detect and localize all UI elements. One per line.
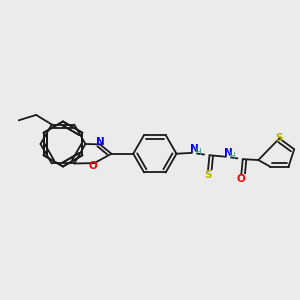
Text: N: N: [96, 137, 105, 147]
Text: N: N: [190, 144, 199, 154]
Text: S: S: [276, 134, 283, 143]
Text: O: O: [88, 161, 97, 171]
Text: H: H: [229, 152, 236, 160]
Text: H: H: [194, 148, 201, 157]
Text: S: S: [204, 170, 212, 180]
Text: N: N: [224, 148, 233, 158]
Text: O: O: [237, 174, 246, 184]
